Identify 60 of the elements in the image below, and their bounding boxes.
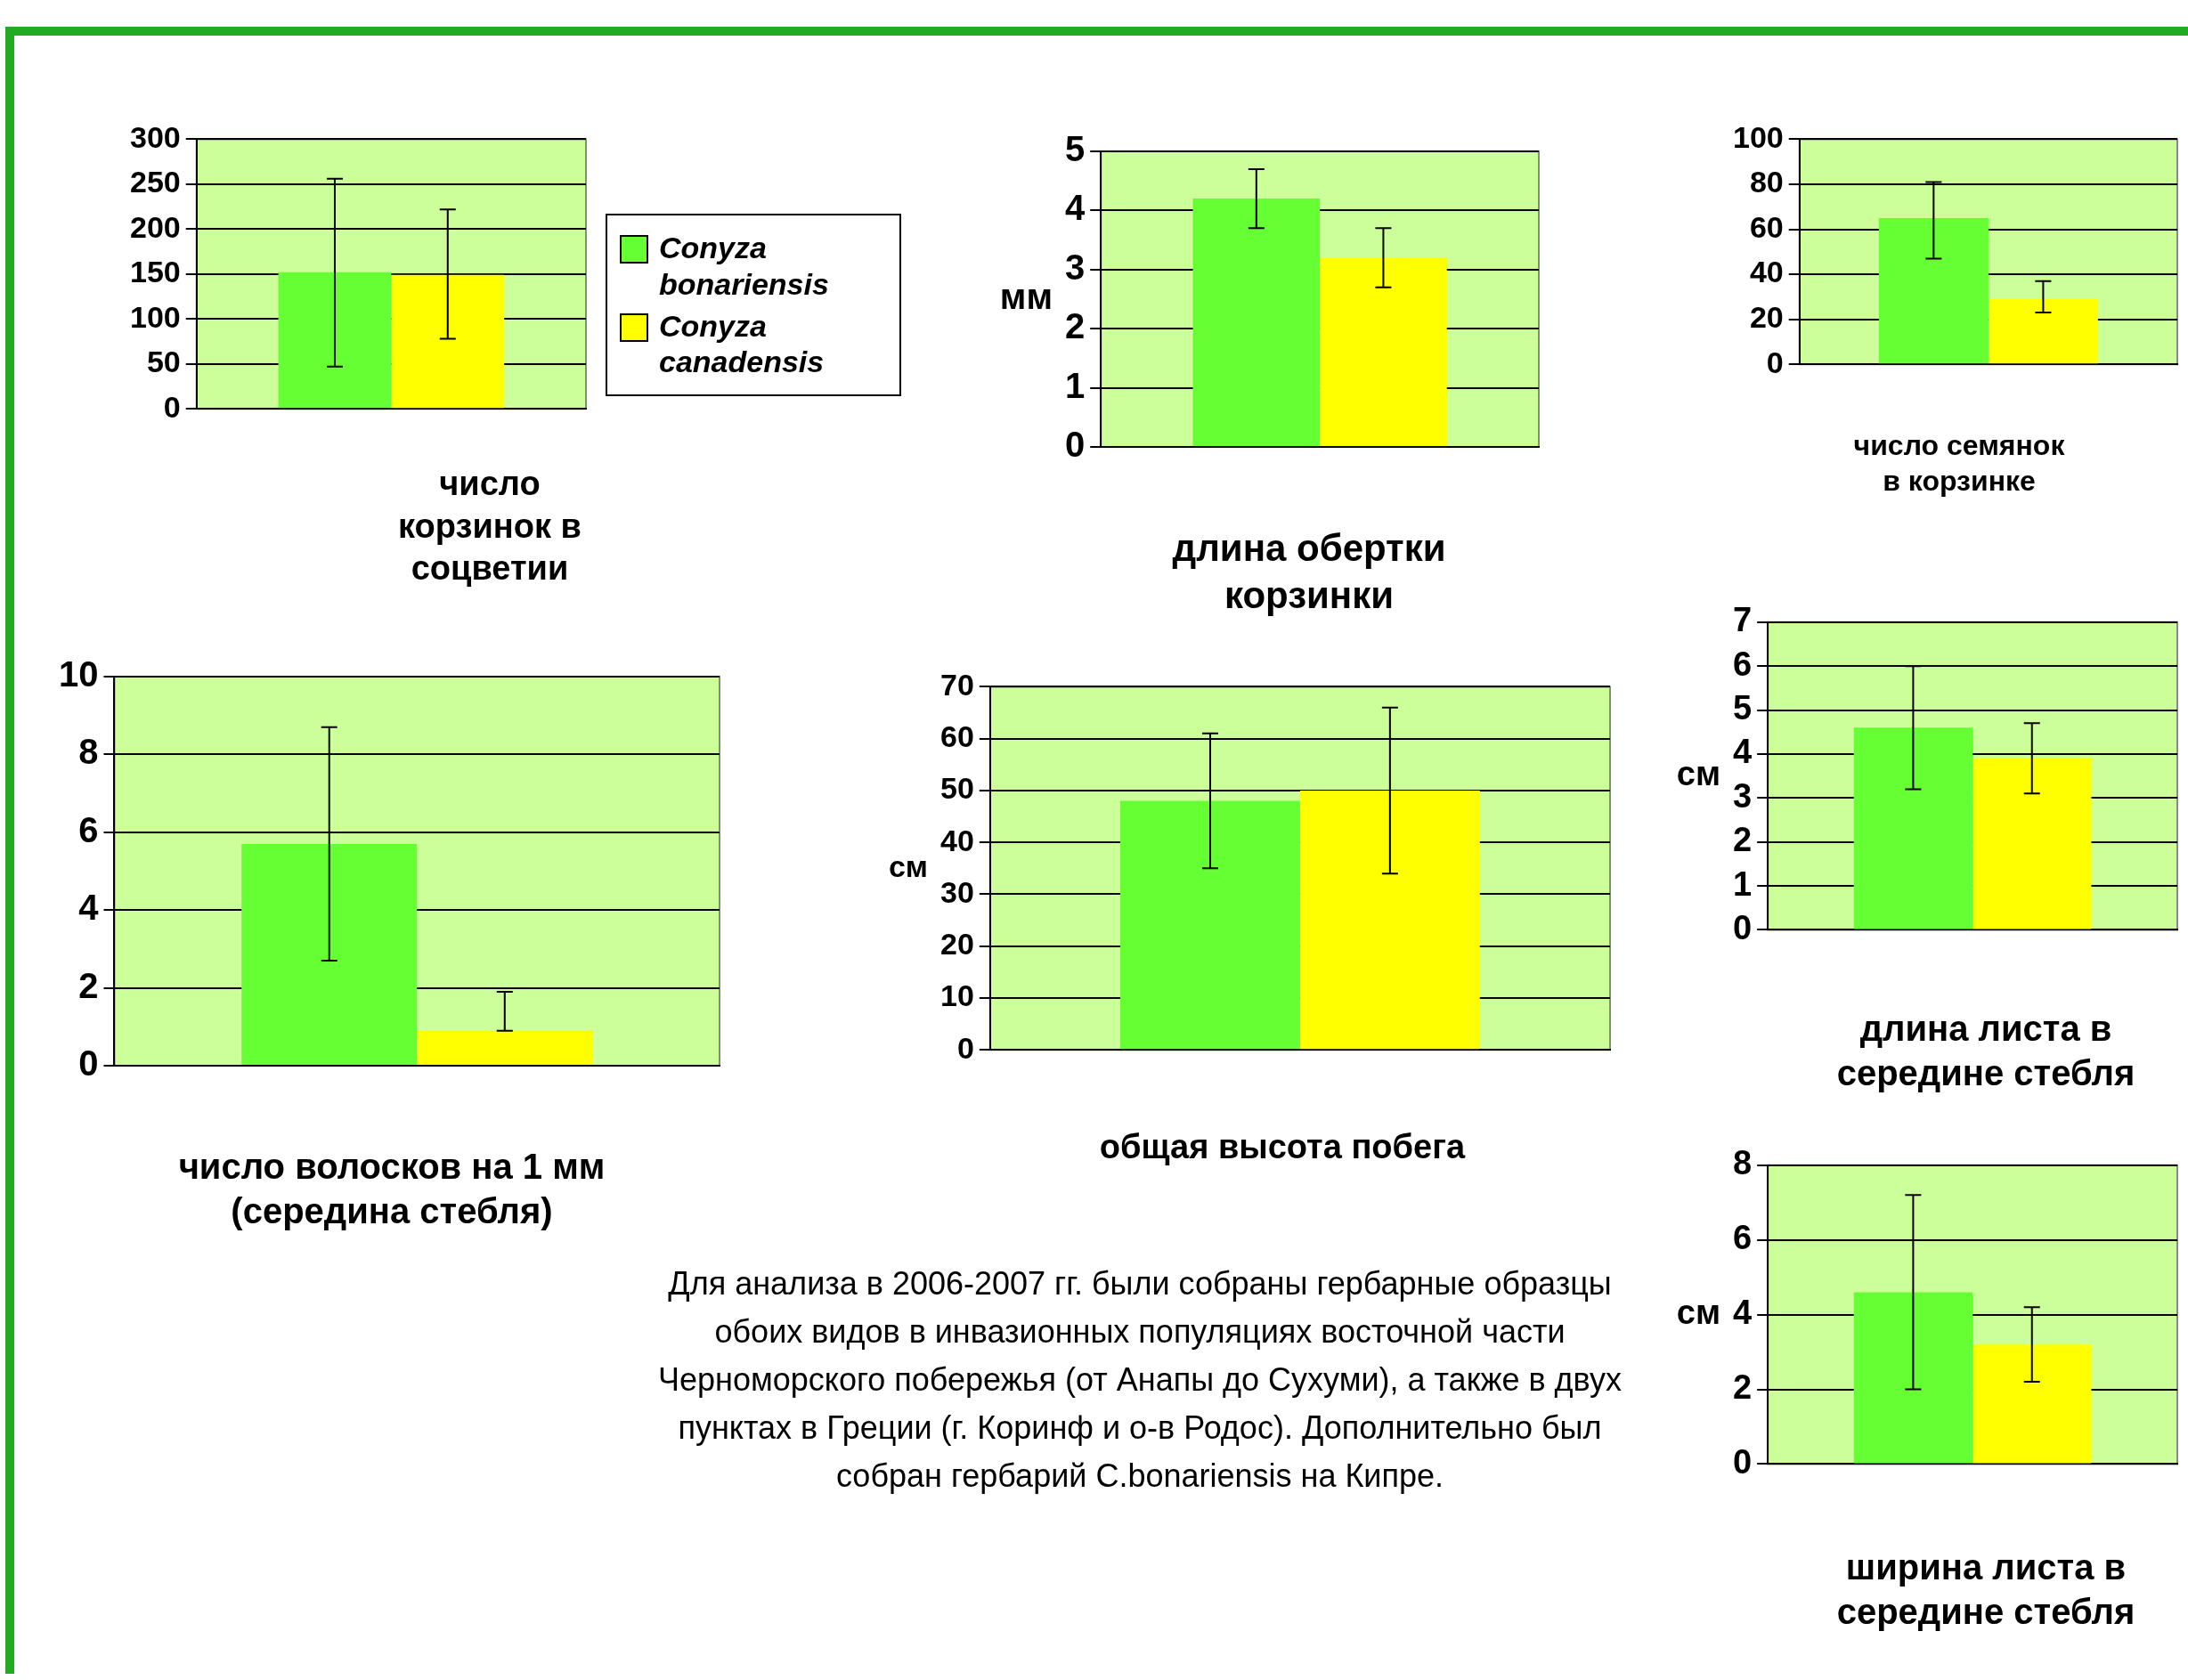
y-tick-label: 0	[1766, 345, 1784, 379]
y-tick-label: 20	[1749, 300, 1784, 335]
y-tick-label: 2	[1732, 1368, 1753, 1406]
y-tick-label: 60	[1749, 209, 1784, 244]
y-axis-title: см	[888, 848, 928, 883]
y-tick-label: 2	[1065, 306, 1086, 346]
y-tick-label: 0	[1065, 425, 1086, 465]
y-tick-label: 50	[146, 345, 181, 379]
legend-label: Conyza bonariensis	[659, 230, 830, 303]
y-tick-label: 4	[1732, 733, 1753, 771]
y-tick-label: 1	[1732, 864, 1753, 903]
y-tick-label: 5	[1732, 689, 1753, 727]
y-tick-label: 4	[1732, 1294, 1753, 1332]
x-axis-title: общая высота побега	[1098, 1127, 1467, 1167]
y-tick-label: 5	[1065, 129, 1086, 169]
x-axis-title: длина листа в середине стебля	[1835, 1008, 2136, 1094]
y-tick-label: 100	[129, 299, 181, 334]
y-tick-label: 8	[78, 732, 99, 772]
x-axis-title: ширина листа в середине стебля	[1835, 1546, 2136, 1633]
x-axis-title: длина обертки корзинки	[1171, 526, 1447, 618]
y-tick-label: 10	[58, 654, 99, 694]
y-axis-title: см	[1676, 755, 1720, 793]
y-tick-label: 60	[939, 719, 974, 754]
x-axis-title: число семянок в корзинке	[1852, 428, 2066, 499]
y-tick-label: 0	[956, 1030, 974, 1065]
y-axis-title: мм	[999, 277, 1053, 317]
y-tick-label: 80	[1749, 165, 1784, 199]
y-tick-label: 0	[163, 389, 181, 424]
y-tick-label: 3	[1065, 247, 1086, 287]
y-tick-label: 250	[129, 165, 181, 199]
y-tick-label: 8	[1732, 1144, 1753, 1182]
y-tick-label: 0	[78, 1043, 99, 1083]
legend-label: Conyza canadensis	[659, 307, 826, 381]
y-tick-label: 30	[939, 874, 974, 909]
y-tick-label: 7	[1732, 601, 1753, 639]
y-tick-label: 200	[129, 209, 181, 244]
y-tick-label: 0	[1732, 1442, 1753, 1481]
y-tick-label: 2	[1732, 821, 1753, 859]
y-tick-label: 4	[1065, 188, 1086, 228]
y-tick-label: 1	[1065, 365, 1086, 405]
y-tick-label: 4	[78, 888, 100, 928]
y-tick-label: 100	[1732, 119, 1784, 154]
y-tick-label: 10	[939, 978, 974, 1013]
y-tick-label: 6	[1732, 1219, 1753, 1257]
y-tick-label: 70	[939, 667, 974, 702]
x-axis-title: число корзинок в соцветии	[397, 464, 582, 588]
x-axis-title: число волосков на 1 мм (середина стебля)	[177, 1146, 606, 1232]
y-tick-label: 20	[939, 927, 974, 962]
y-tick-label: 50	[939, 771, 974, 806]
y-tick-label: 150	[129, 255, 181, 289]
y-tick-label: 40	[939, 823, 974, 857]
y-tick-label: 6	[78, 809, 99, 849]
text: Для анализа в 2006-2007 гг. были собраны гербарные образцы обоих видов в инвазионных популяциях восточной части Черноморского побережья (от Анапы до Сухуми), а также в двух пунктах в Греции (г. Коринф и о-в Родос). Дополнительно был собран гербарий C.bonariensis на Кипре.	[657, 1264, 1623, 1496]
y-tick-label: 3	[1732, 776, 1753, 815]
y-tick-label: 0	[1732, 908, 1753, 946]
y-tick-label: 300	[129, 119, 181, 154]
y-axis-title: см	[1676, 1294, 1720, 1332]
y-tick-label: 6	[1732, 645, 1753, 683]
y-tick-label: 40	[1749, 255, 1784, 289]
y-tick-label: 2	[78, 965, 99, 1005]
